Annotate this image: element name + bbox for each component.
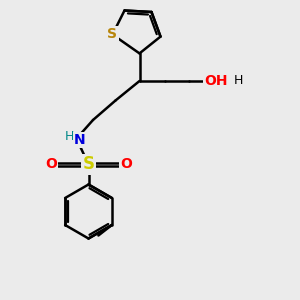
Text: H: H bbox=[65, 130, 75, 143]
Text: O: O bbox=[120, 158, 132, 171]
Text: O: O bbox=[45, 158, 57, 171]
Text: S: S bbox=[82, 155, 94, 173]
Text: N: N bbox=[74, 133, 85, 147]
Text: S: S bbox=[107, 28, 118, 41]
Text: OH: OH bbox=[204, 74, 228, 88]
Text: H: H bbox=[234, 74, 243, 88]
